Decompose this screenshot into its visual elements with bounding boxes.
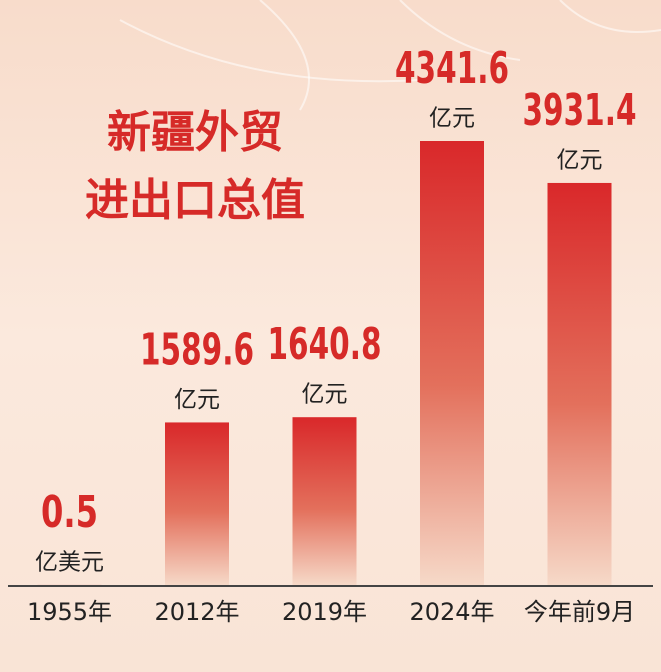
chart-title: 新疆外贸 — [107, 107, 283, 158]
value-label: 1589.6 — [140, 324, 254, 375]
x-tick-label: 2012年 — [154, 598, 239, 626]
unit-label: 亿元 — [429, 106, 475, 132]
unit-label: 亿元 — [557, 147, 603, 173]
value-label: 1640.8 — [268, 319, 382, 370]
x-tick-label: 2019年 — [282, 598, 367, 626]
bar — [165, 422, 229, 585]
unit-label: 亿元 — [302, 382, 348, 408]
value-label: 4341.6 — [395, 43, 509, 94]
value-label: 0.5 — [41, 487, 98, 538]
bar — [292, 417, 357, 585]
x-tick-label: 2024年 — [409, 598, 494, 626]
x-tick-label: 今年前9月 — [524, 598, 635, 626]
chart-title: 进出口总值 — [85, 175, 305, 226]
unit-label: 亿美元 — [35, 549, 104, 575]
unit-label: 亿元 — [174, 387, 220, 413]
bar — [420, 141, 484, 585]
x-tick-label: 1955年 — [27, 598, 112, 626]
value-label: 3931.4 — [523, 85, 637, 136]
bar — [547, 182, 612, 585]
decor — [119, 0, 661, 111]
